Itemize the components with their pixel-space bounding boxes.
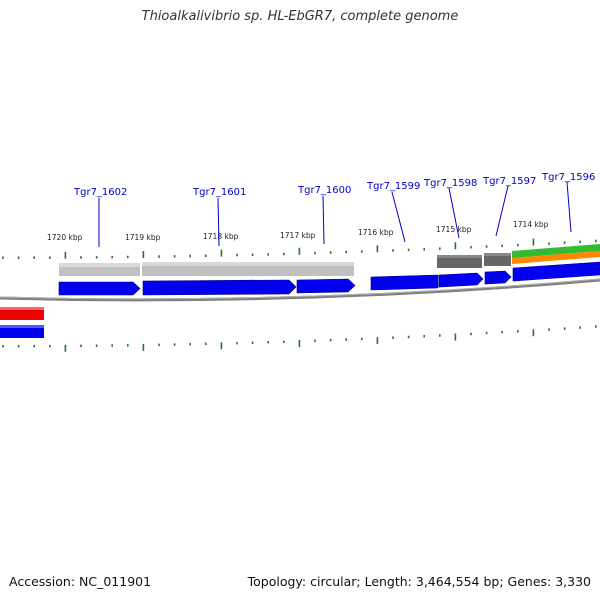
genome-title: Thioalkalivibrio sp. HL-EbGR7, complete … (141, 9, 459, 24)
gene-label-tgr7-1600[interactable]: Tgr7_1600 (297, 185, 351, 196)
outer-tick-ruler (2, 238, 597, 259)
scale-label-1718: 1718 kbp (203, 232, 239, 241)
gene-label-tgr7-1602[interactable]: Tgr7_1602 (73, 187, 127, 198)
cds-arrow-tgr7-1597[interactable] (484, 270, 512, 285)
scale-label-1717: 1717 kbp (280, 231, 316, 240)
scale-label-1720: 1720 kbp (47, 233, 83, 242)
topology-text: Topology: circular; Length: 3,464,554 bp… (247, 574, 591, 589)
gene-track (59, 244, 600, 276)
gene-label-leaders (98, 181, 572, 247)
red-feature[interactable] (0, 307, 44, 320)
accession-text: Accession: NC_011901 (9, 574, 152, 589)
cds-arrow-tgr7-1599[interactable] (370, 274, 439, 291)
inner-tick-ruler (2, 325, 597, 352)
gene-bar-tgr7-1596-green[interactable] (512, 244, 600, 258)
scale-label-1714: 1714 kbp (513, 220, 549, 229)
cds-arrow-tgr7-1602[interactable] (58, 281, 141, 296)
gene-label-tgr7-1599[interactable]: Tgr7_1599 (366, 181, 420, 192)
gene-bar-tgr7-1598[interactable] (437, 255, 482, 268)
cds-arrow-tgr7-1598[interactable] (438, 272, 484, 288)
scale-label-1716: 1716 kbp (358, 228, 394, 237)
gene-bar-tgr7-1597[interactable] (484, 253, 511, 266)
reverse-cds-feature[interactable] (0, 325, 44, 338)
cds-track (58, 261, 600, 296)
genome-backbone (0, 278, 600, 302)
cds-arrow-tgr7-1600[interactable] (296, 278, 356, 294)
scale-label-1719: 1719 kbp (125, 233, 161, 242)
gene-label-tgr7-1597[interactable]: Tgr7_1597 (482, 176, 536, 187)
gene-label-tgr7-1601[interactable]: Tgr7_1601 (192, 187, 246, 198)
cds-arrow-tgr7-1601[interactable] (142, 279, 297, 296)
gene-bar-tgr7-1596-orange[interactable] (512, 251, 600, 264)
gene-label-tgr7-1596[interactable]: Tgr7_1596 (541, 172, 595, 183)
scale-label-1715: 1715 kbp (436, 225, 472, 234)
gene-label-tgr7-1598[interactable]: Tgr7_1598 (423, 178, 477, 189)
cds-arrow-tgr7-1596[interactable] (512, 261, 600, 282)
